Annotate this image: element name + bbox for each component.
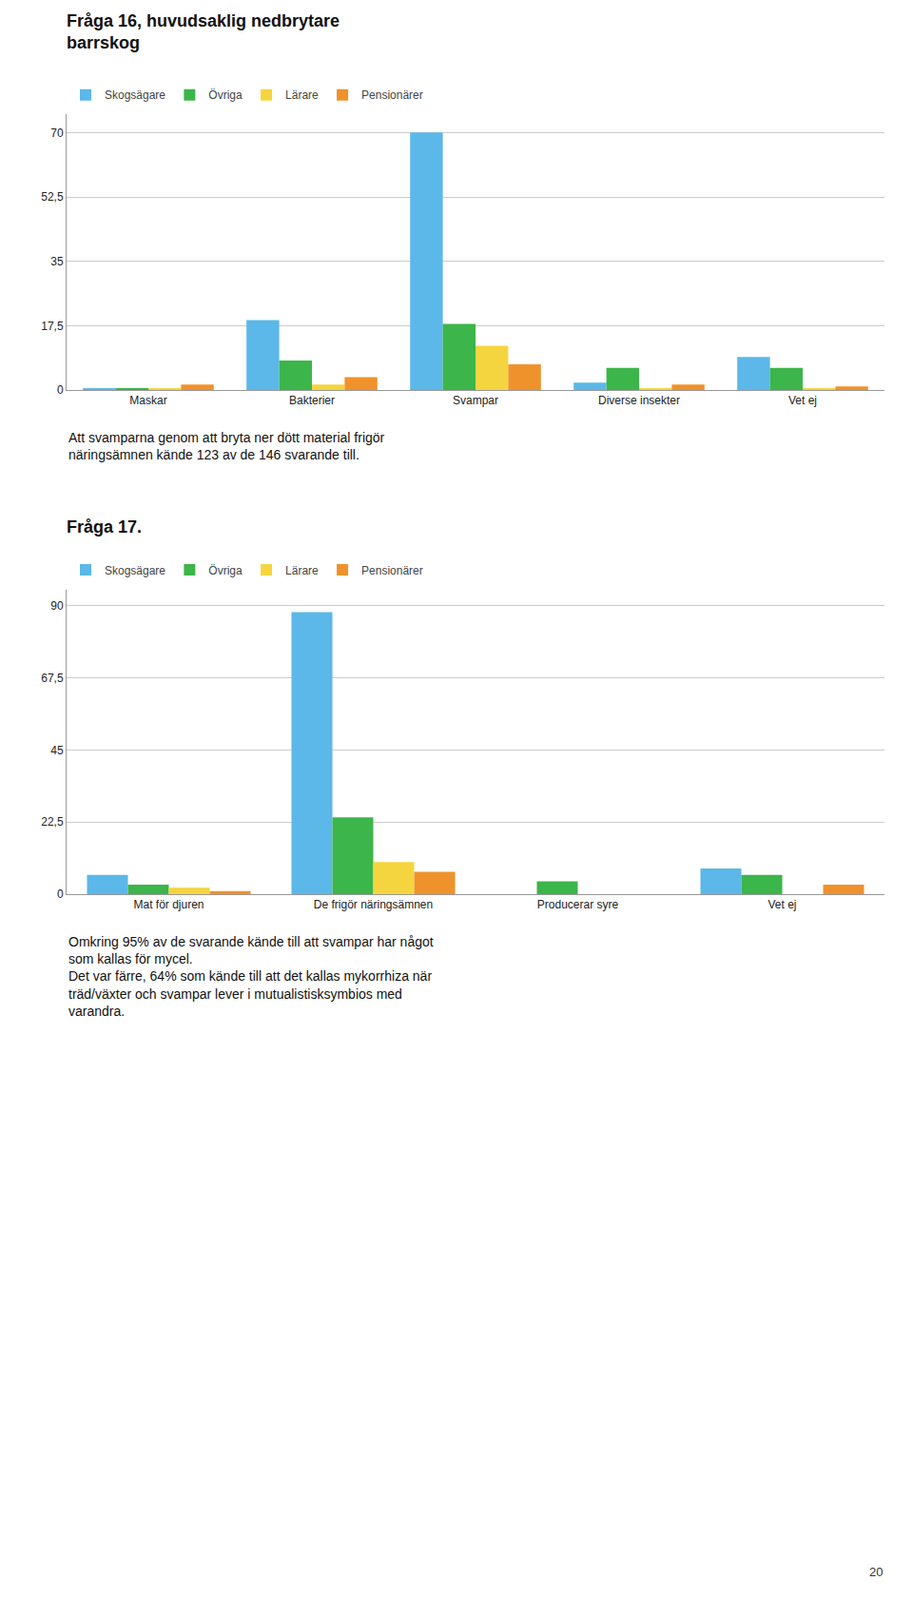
svg-text:90: 90	[50, 599, 64, 613]
svg-text:35: 35	[50, 254, 64, 269]
svg-text:Diverse insekter: Diverse insekter	[598, 393, 680, 408]
svg-text:Fråga 16, huvudsaklig nedbryta: Fråga 16, huvudsaklig nedbrytarebarrskog	[66, 11, 340, 53]
svg-text:17,5: 17,5	[40, 319, 64, 333]
svg-text:Övriga: Övriga	[208, 563, 243, 578]
svg-text:Fråga 17.: Fråga 17.	[66, 517, 142, 537]
svg-text:70: 70	[50, 126, 64, 140]
svg-text:0: 0	[57, 383, 64, 397]
svg-text:Att svamparna genom att bryta: Att svamparna genom att bryta ner dött m…	[68, 429, 386, 463]
svg-text:Svampar: Svampar	[452, 393, 499, 408]
svg-text:Vet ej: Vet ej	[788, 393, 817, 408]
svg-text:Övriga: Övriga	[208, 88, 243, 102]
svg-text:67,5: 67,5	[40, 671, 64, 685]
svg-text:Omkring 95% av de svarande kän: Omkring 95% av de svarande kände till at…	[68, 933, 434, 1019]
svg-text:0: 0	[57, 887, 64, 901]
svg-text:Lärare: Lärare	[285, 563, 319, 578]
svg-text:Lärare: Lärare	[285, 88, 319, 102]
svg-text:45: 45	[50, 743, 64, 758]
svg-text:Skogsägare: Skogsägare	[104, 563, 166, 578]
svg-text:Maskar: Maskar	[129, 393, 167, 408]
svg-text:20: 20	[869, 1564, 883, 1579]
svg-text:Mat för djuren: Mat för djuren	[133, 897, 204, 912]
svg-text:De frigör näringsämnen: De frigör näringsämnen	[313, 897, 433, 912]
svg-text:Skogsägare: Skogsägare	[104, 88, 166, 102]
svg-text:Vet ej: Vet ej	[767, 897, 797, 912]
svg-text:22,5: 22,5	[40, 815, 64, 829]
svg-text:Pensionärer: Pensionärer	[361, 563, 424, 578]
svg-text:Pensionärer: Pensionärer	[361, 88, 424, 102]
svg-text:Bakterier: Bakterier	[289, 393, 335, 408]
svg-text:52,5: 52,5	[40, 190, 64, 204]
svg-text:Producerar syre: Producerar syre	[537, 897, 620, 912]
